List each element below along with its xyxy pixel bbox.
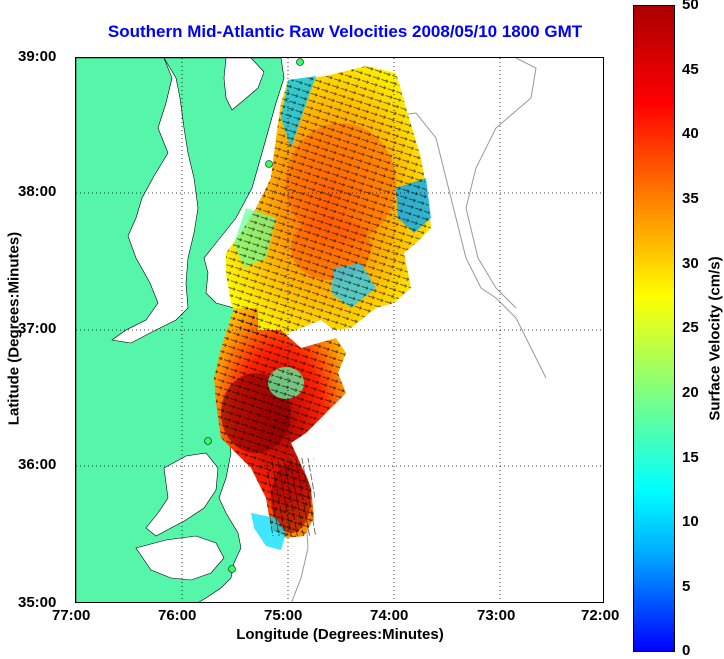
bay-water: [111, 58, 199, 344]
colorbar: [633, 5, 675, 652]
colorbar-tick: 5: [682, 578, 691, 595]
x-tick: 77:00: [52, 607, 91, 624]
y-tick: 37:00: [18, 320, 57, 337]
colorbar-tick: 25: [682, 319, 699, 336]
y-tick: 36:00: [18, 456, 57, 473]
bay-water: [223, 58, 265, 111]
radar-site-marker: [296, 58, 304, 66]
current-vectors: [226, 66, 431, 340]
y-tick: 38:00: [18, 183, 57, 200]
colorbar-tick: 20: [682, 384, 699, 401]
colorbar-tick: 0: [682, 642, 691, 659]
x-tick: 76:00: [158, 607, 197, 624]
map-plot-area[interactable]: [75, 57, 604, 603]
colorbar-label: Surface Velocity (cm/s): [706, 256, 724, 421]
current-vectors: [214, 308, 346, 538]
radar-site-marker: [265, 160, 273, 168]
y-tick: 35:00: [18, 594, 57, 611]
grid-lines: [76, 58, 603, 602]
y-tick: 39:00: [18, 48, 57, 65]
colorbar-tick: 40: [682, 125, 699, 142]
map-svg: [76, 58, 603, 602]
map-title: Southern Mid-Atlantic Raw Velocities 200…: [107, 22, 583, 41]
bathymetry-line: [375, 112, 547, 379]
x-axis-label: Longitude (Degrees:Minutes): [236, 626, 444, 643]
x-tick: 75:00: [264, 607, 303, 624]
x-tick: 73:00: [477, 607, 516, 624]
y-axis-label: Latitude (Degrees:Minutes): [5, 231, 23, 426]
current-vectors: [266, 458, 316, 536]
colorbar-tick: 10: [682, 513, 699, 530]
colorbar-tick: 30: [682, 255, 699, 272]
colorbar-tick: 50: [682, 0, 699, 13]
colorbar-tick: 35: [682, 190, 699, 207]
x-tick: 74:00: [370, 607, 409, 624]
bathymetry-line: [465, 58, 537, 309]
radar-site-marker: [228, 565, 236, 573]
sound-water: [135, 535, 225, 581]
x-tick: 72:00: [581, 607, 620, 624]
radar-site-marker: [204, 437, 212, 445]
colorbar-tick: 45: [682, 61, 699, 78]
colorbar-tick: 15: [682, 449, 699, 466]
